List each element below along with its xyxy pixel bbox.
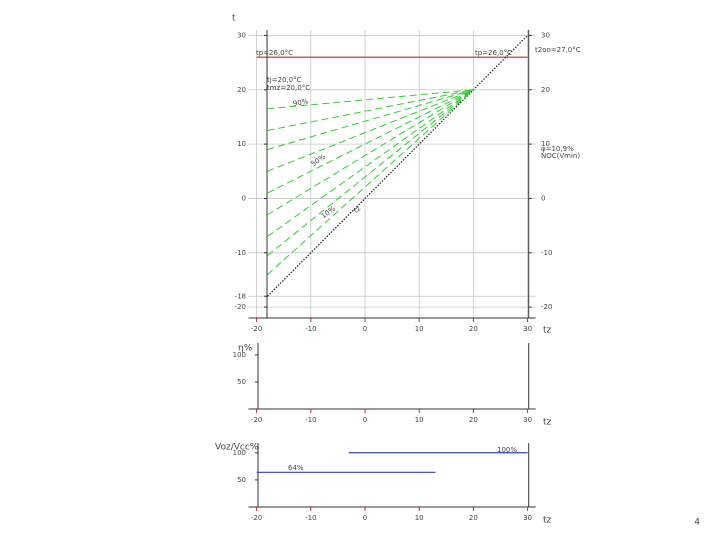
x-tick-label: -20 [251,416,262,424]
y-tick-label: 30 [237,31,246,39]
series-line [267,35,528,297]
x-tick-label: 30 [523,416,532,424]
series-line [267,89,474,172]
x-tick-label: -10 [305,514,316,522]
y2-tick-label: 10 [541,140,550,148]
annotation: tp=26,0°C [256,49,293,57]
x-tick-label: -10 [305,416,316,424]
annotation: 64% [288,464,304,472]
x-tick-label: 20 [469,416,478,424]
y2-tick-label: 20 [541,86,550,94]
y-tick-label: -20 [235,303,246,311]
annotation: NOC(Vmin) [541,152,580,160]
y-tick-label: 100 [233,449,246,457]
x-tick-label: 20 [469,325,478,333]
series-line [267,89,474,151]
y-axis-title: t [232,14,236,24]
series-line [267,89,474,275]
series-line [267,89,474,194]
annotation: tmz=20,0°C [267,84,310,92]
x-axis-title: tz [543,418,552,428]
y-tick-label: 20 [237,86,246,94]
annotation: 100% [497,446,517,454]
y-tick-label: -10 [235,249,246,257]
series-line [267,89,474,256]
y2-tick-label: 0 [541,194,545,202]
x-tick-label: 30 [523,514,532,522]
annotation: 90% [292,97,309,108]
x-tick-label: 0 [363,514,367,522]
y-axis-title: η% [238,344,253,354]
annotation: t2oo=27,0°C [535,46,581,54]
y-tick-label: 50 [237,378,246,386]
y2-tick-label: 30 [541,31,550,39]
series-line [267,89,474,216]
x-tick-label: 30 [523,325,532,333]
x-axis-title: tz [543,516,552,526]
annotation: tj=20,0°C [267,76,302,84]
y-tick-label: 50 [237,476,246,484]
y2-tick-label: -20 [541,303,552,311]
x-tick-label: -20 [251,325,262,333]
x-tick-label: -10 [305,325,316,333]
annotation: 50% [310,153,328,169]
y-tick-label: 100 [233,351,246,359]
annotation: tp=26,0°C [475,49,512,57]
x-tick-label: 10 [415,416,424,424]
x-tick-label: 20 [469,514,478,522]
series-line [267,89,474,132]
annotation: φ=10,9% [541,145,574,153]
series-line [267,89,474,110]
page-number: 4 [694,518,700,528]
annotation: tz [352,204,362,214]
series-line [267,89,474,237]
x-tick-label: -20 [251,514,262,522]
y-tick-label: 10 [237,140,246,148]
x-tick-label: 10 [415,514,424,522]
x-tick-label: 0 [363,325,367,333]
y2-tick-label: -10 [541,249,552,257]
x-tick-label: 0 [363,416,367,424]
x-tick-label: 10 [415,325,424,333]
y-axis-title: Voz/Vcc% [215,443,259,453]
y-tick-label: 0 [242,194,246,202]
annotation: 10% [320,205,338,221]
y-tick-label: -18 [235,292,246,300]
x-axis-title: tz [543,326,552,336]
